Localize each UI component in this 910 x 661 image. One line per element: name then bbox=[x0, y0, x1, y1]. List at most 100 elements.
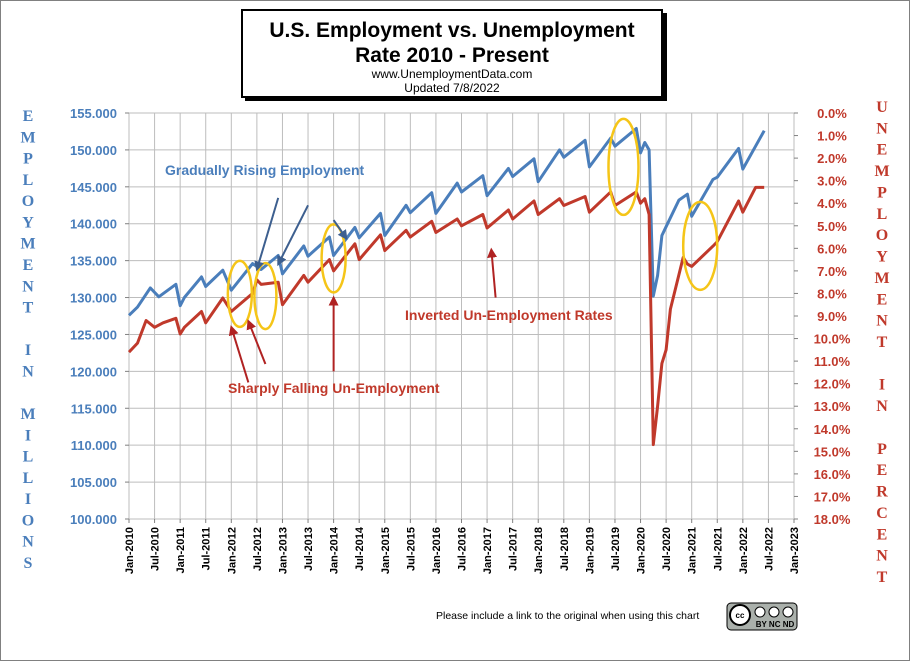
x-tick-label: Jan-2013 bbox=[277, 527, 289, 574]
axis-title-letter: U bbox=[876, 99, 888, 116]
x-tick-label: Jul-2012 bbox=[252, 527, 264, 571]
y-tick-right-label: 12.0% bbox=[814, 377, 851, 392]
arrow-unemployment bbox=[487, 247, 498, 298]
axis-title-letter: R bbox=[876, 484, 888, 501]
x-tick-label: Jul-2019 bbox=[610, 527, 622, 571]
axis-title-letter: Y bbox=[876, 249, 888, 266]
website-label: www.UnemploymentData.com bbox=[371, 67, 533, 81]
y-tick-right-label: 14.0% bbox=[814, 422, 851, 437]
axis-title-letter: N bbox=[876, 398, 888, 415]
axis-title-letter: I bbox=[25, 342, 31, 359]
license-badge: cc BY NC ND bbox=[726, 602, 798, 631]
x-tick-label: Jan-2020 bbox=[636, 527, 648, 574]
y-tick-left-label: 100.000 bbox=[70, 512, 117, 527]
axis-title-letter: Y bbox=[22, 214, 34, 231]
cc-icon bbox=[729, 604, 751, 626]
nd-icon bbox=[782, 606, 794, 618]
x-tick-label: Jan-2022 bbox=[738, 527, 750, 574]
highlight-ellipse bbox=[226, 259, 254, 329]
y-axis-left: 100.000 105.000 110.000 115.000 120.000 125.0… bbox=[70, 106, 129, 527]
x-tick-label: Jan-2019 bbox=[584, 527, 596, 574]
series-line-employment bbox=[127, 127, 766, 317]
annotation-arrows bbox=[228, 197, 498, 383]
axis-title-letter: M bbox=[20, 129, 35, 146]
y-tick-right-label: 13.0% bbox=[814, 399, 851, 414]
axis-title-letter: N bbox=[876, 313, 888, 330]
y-tick-left-label: 130.000 bbox=[70, 291, 117, 306]
axis-title-letter: E bbox=[877, 462, 888, 479]
x-tick-label: Jul-2011 bbox=[201, 527, 213, 570]
y-tick-right-label: 7.0% bbox=[817, 264, 847, 279]
axis-title-letter: T bbox=[23, 300, 34, 317]
y-tick-right-label: 11.0% bbox=[814, 354, 851, 369]
y-tick-right-label: 15.0% bbox=[814, 444, 851, 459]
x-tick-label: Jan-2011 bbox=[175, 527, 187, 573]
axis-title-letter: L bbox=[23, 470, 34, 487]
x-axis: Jan-2010 Jul-2010 Jan-2011 Jul-2011 Jan-2012… bbox=[124, 519, 801, 574]
y-tick-right-label: 9.0% bbox=[817, 309, 847, 324]
highlight-ellipses bbox=[226, 117, 719, 331]
axis-title-letter: O bbox=[22, 193, 34, 210]
axis-title-letter: M bbox=[874, 270, 889, 287]
x-tick-label: Jan-2014 bbox=[329, 526, 341, 574]
x-tick-label: Jan-2016 bbox=[431, 527, 443, 574]
series-line-unemployment bbox=[127, 185, 765, 447]
y-tick-right-label: 6.0% bbox=[817, 241, 847, 256]
chart-title: U.S. Employment vs. Unemployment bbox=[269, 19, 634, 42]
x-tick-label: Jan-2023 bbox=[789, 527, 801, 574]
arrow-employment bbox=[277, 204, 309, 267]
highlight-ellipse bbox=[607, 117, 640, 217]
x-tick-label: Jul-2014 bbox=[354, 526, 366, 571]
y-tick-left-label: 150.000 bbox=[70, 143, 117, 158]
x-tick-label: Jul-2021 bbox=[712, 527, 724, 571]
y-tick-left-label: 110.000 bbox=[71, 438, 117, 453]
axis-title-letter: T bbox=[877, 569, 888, 586]
y-tick-left-label: 145.000 bbox=[70, 180, 117, 195]
svg-text:cc: cc bbox=[736, 611, 745, 620]
y-tick-left-label: 140.000 bbox=[70, 217, 117, 232]
axis-title-letter: N bbox=[876, 120, 888, 137]
annotation-sharply-falling: Sharply Falling Un-Employment bbox=[228, 380, 440, 396]
x-tick-label: Jul-2020 bbox=[661, 527, 673, 571]
y-tick-right-label: 1.0% bbox=[817, 129, 847, 144]
y-tick-left-label: 135.000 bbox=[70, 254, 117, 269]
axis-title-letter: N bbox=[22, 534, 34, 551]
y-tick-right-label: 10.0% bbox=[814, 332, 851, 347]
x-tick-label: Jan-2018 bbox=[533, 527, 545, 574]
y-tick-right-label: 18.0% bbox=[814, 512, 851, 527]
x-tick-label: Jul-2017 bbox=[508, 527, 520, 571]
footer-note: Please include a link to the original wh… bbox=[436, 610, 699, 622]
axis-title-letter: N bbox=[22, 278, 34, 295]
nc-icon bbox=[768, 606, 780, 618]
arrow-employment bbox=[332, 219, 348, 241]
y-tick-left-label: 115.000 bbox=[71, 401, 117, 416]
y-tick-right-label: 17.0% bbox=[814, 489, 851, 504]
axis-title-letter: M bbox=[20, 406, 35, 423]
axis-title-letter: E bbox=[877, 142, 888, 159]
axis-title-letter: P bbox=[877, 184, 887, 201]
axis-title-letter: M bbox=[20, 236, 35, 253]
highlight-ellipse bbox=[681, 200, 719, 292]
axis-title-letter: I bbox=[879, 377, 885, 394]
x-tick-label: Jul-2022 bbox=[763, 527, 775, 571]
by-icon bbox=[754, 606, 766, 618]
updated-label: Updated 7/8/2022 bbox=[404, 81, 500, 95]
highlight-ellipse bbox=[253, 261, 278, 331]
x-tick-label: Jul-2015 bbox=[405, 527, 417, 571]
axis-title-letter: N bbox=[22, 363, 34, 380]
axis-title-letter: E bbox=[877, 291, 888, 308]
axis-title-letter: L bbox=[23, 172, 34, 189]
title-box: U.S. Employment vs. Unemployment Rate 20… bbox=[241, 9, 667, 101]
axis-title-letter: O bbox=[876, 227, 888, 244]
y-tick-left-label: 105.000 bbox=[70, 475, 117, 490]
x-tick-label: Jul-2018 bbox=[559, 527, 571, 571]
axis-title-letter: C bbox=[876, 505, 888, 522]
x-tick-label: Jan-2021 bbox=[687, 527, 699, 574]
axis-title-letter: N bbox=[876, 548, 888, 565]
y-tick-right-label: 0.0% bbox=[817, 106, 847, 121]
y-tick-right-label: 4.0% bbox=[817, 196, 847, 211]
y-tick-left-label: 120.000 bbox=[70, 364, 117, 379]
